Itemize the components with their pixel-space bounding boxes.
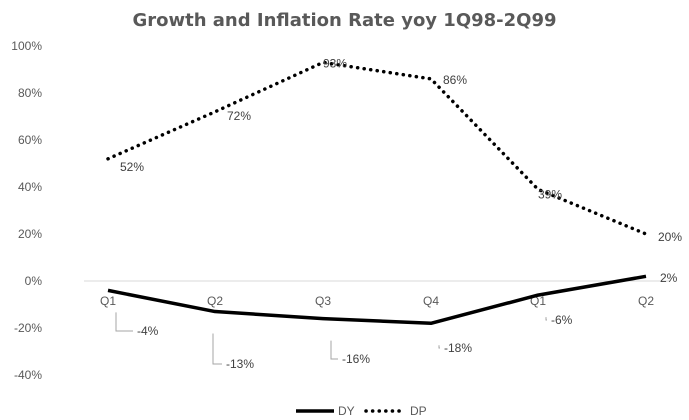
- x-tick-label: Q2: [207, 294, 223, 308]
- data-label-dy: -16%: [342, 352, 370, 366]
- series-line-dp: [106, 60, 648, 236]
- leader-line: [330, 340, 338, 360]
- data-label-dp: 86%: [443, 73, 467, 87]
- x-tick-label: Q2: [638, 294, 654, 308]
- chart-title: Growth and Inflation Rate yoy 1Q98-2Q99: [132, 10, 556, 31]
- data-label-dp: 93%: [323, 56, 347, 70]
- data-label-dy: -13%: [226, 357, 254, 371]
- data-label-dp: 52%: [120, 160, 144, 174]
- legend: DY DP: [296, 404, 427, 418]
- data-label-dy: -18%: [444, 341, 472, 355]
- x-tick-label: Q1: [100, 294, 116, 308]
- data-label-dp: 72%: [227, 109, 251, 123]
- y-tick-label: -20%: [14, 321, 42, 335]
- data-label-dp: 20%: [658, 230, 682, 244]
- leader-line: [212, 333, 222, 365]
- y-tick-label: 20%: [18, 227, 42, 241]
- y-tick-label: 100%: [11, 39, 42, 53]
- data-label-dy: -6%: [551, 313, 573, 327]
- data-label-dy: -4%: [137, 324, 159, 338]
- legend-label-dy: DY: [338, 404, 355, 418]
- y-tick-label: 40%: [18, 180, 42, 194]
- series-line-dy: [107, 274, 647, 326]
- data-labels: 52% 72% 93% 86% 39% 20% -4% -13% -16% -18% -6% 2%: [120, 56, 682, 371]
- y-tick-label: 80%: [18, 86, 42, 100]
- y-tick-label: 0%: [25, 274, 43, 288]
- leader-lines: [115, 312, 547, 365]
- y-axis: -40% -20% 0% 20% 40% 60% 80% 100%: [11, 39, 42, 382]
- y-tick-label: -40%: [14, 368, 42, 382]
- leader-line: [438, 345, 440, 349]
- leader-line: [115, 312, 133, 332]
- series-layer: [106, 60, 648, 326]
- x-tick-label: Q4: [423, 294, 439, 308]
- leader-line: [545, 317, 547, 321]
- x-tick-label: Q3: [315, 294, 331, 308]
- y-tick-label: 60%: [18, 133, 42, 147]
- x-axis: Q1 Q2 Q3 Q4 Q1 Q2: [100, 294, 654, 308]
- data-label-dy: 2%: [660, 271, 678, 285]
- legend-label-dp: DP: [410, 404, 427, 418]
- data-label-dp: 39%: [538, 187, 562, 201]
